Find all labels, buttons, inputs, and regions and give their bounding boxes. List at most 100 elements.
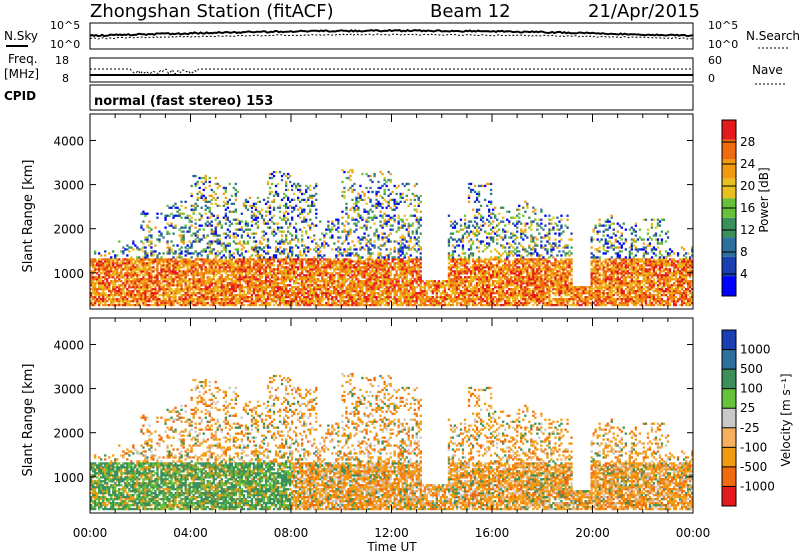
power-cell bbox=[100, 294, 103, 297]
power-cell bbox=[232, 210, 235, 213]
power-cell bbox=[144, 238, 147, 241]
power-cell bbox=[371, 266, 374, 269]
power-cell bbox=[140, 292, 143, 295]
power-cell bbox=[214, 192, 217, 196]
power-cell bbox=[415, 238, 418, 241]
power-cell bbox=[319, 260, 322, 263]
power-cell bbox=[351, 188, 354, 192]
power-cell bbox=[291, 300, 294, 303]
power-cell bbox=[301, 212, 304, 215]
power-cell bbox=[349, 288, 352, 291]
power-cell bbox=[216, 216, 219, 219]
power-cell bbox=[228, 292, 231, 295]
power-cell bbox=[359, 196, 362, 199]
power-cell bbox=[180, 272, 183, 275]
power-cell bbox=[264, 272, 268, 275]
power-cell bbox=[345, 234, 348, 237]
power-cell bbox=[433, 288, 436, 291]
power-cell bbox=[419, 256, 422, 259]
power-cell bbox=[104, 262, 107, 265]
power-cell bbox=[256, 250, 260, 253]
power-cell bbox=[283, 240, 286, 243]
power-cell bbox=[353, 288, 356, 291]
power-cell bbox=[240, 228, 243, 231]
power-cell bbox=[142, 210, 145, 213]
power-cell bbox=[447, 284, 451, 287]
power-cell bbox=[305, 300, 308, 303]
power-cell bbox=[212, 286, 215, 289]
power-cell bbox=[168, 298, 171, 301]
power-cell bbox=[156, 284, 159, 287]
power-cell bbox=[335, 301, 338, 305]
power-cell bbox=[391, 258, 394, 261]
power-cell bbox=[280, 280, 284, 283]
power-cell bbox=[194, 202, 197, 205]
power-cell bbox=[272, 194, 276, 197]
power-cell bbox=[92, 282, 95, 285]
power-cell bbox=[206, 276, 209, 279]
power-cell bbox=[283, 298, 286, 301]
power-cell bbox=[299, 268, 302, 271]
power-cell bbox=[270, 286, 274, 289]
power-cell bbox=[270, 216, 274, 219]
power-cell bbox=[230, 282, 233, 285]
power-cell bbox=[154, 301, 157, 305]
power-cell bbox=[248, 258, 252, 261]
power-cell bbox=[266, 301, 270, 305]
power-cell bbox=[357, 301, 360, 305]
power-cell bbox=[200, 282, 203, 285]
power-cell bbox=[266, 264, 270, 267]
power-cell bbox=[301, 234, 304, 237]
power-cell bbox=[128, 292, 131, 295]
power-cell bbox=[178, 234, 181, 237]
power-cell bbox=[204, 224, 207, 227]
power-cell bbox=[377, 238, 380, 241]
power-cell bbox=[170, 260, 173, 263]
power-cell bbox=[174, 268, 177, 271]
power-cell bbox=[268, 218, 272, 221]
power-cell bbox=[132, 292, 135, 295]
power-cell bbox=[224, 294, 227, 297]
power-cell bbox=[94, 250, 97, 253]
power-cell bbox=[397, 298, 400, 301]
power-cell bbox=[196, 282, 199, 285]
power-cell bbox=[244, 298, 248, 301]
power-cell bbox=[417, 244, 420, 247]
power-cell bbox=[258, 258, 262, 261]
power-cell bbox=[347, 270, 350, 273]
power-cell bbox=[359, 298, 362, 301]
power-cell bbox=[305, 190, 308, 194]
power-cell bbox=[335, 248, 338, 251]
power-cell bbox=[182, 298, 185, 301]
power-cell bbox=[291, 303, 294, 307]
power-cell bbox=[102, 262, 105, 265]
power-cell bbox=[250, 216, 254, 219]
power-cell bbox=[280, 270, 284, 273]
power-cell bbox=[190, 288, 193, 291]
power-cell bbox=[198, 266, 201, 269]
power-cell bbox=[421, 290, 424, 293]
power-cell bbox=[190, 268, 193, 271]
power-cell bbox=[242, 258, 246, 261]
power-cell bbox=[357, 272, 360, 275]
power-cell bbox=[311, 196, 314, 199]
power-cell bbox=[377, 254, 380, 257]
power-cell bbox=[136, 303, 139, 307]
power-cell bbox=[307, 270, 310, 273]
power-cell bbox=[401, 248, 404, 251]
power-cell bbox=[291, 198, 294, 201]
power-cell bbox=[409, 292, 412, 295]
power-cell bbox=[118, 276, 121, 279]
power-cell bbox=[204, 200, 207, 203]
power-cell bbox=[136, 294, 139, 297]
power-cell bbox=[365, 242, 368, 245]
power-cell bbox=[447, 256, 451, 259]
power-cell bbox=[194, 258, 197, 261]
power-cell bbox=[218, 204, 221, 207]
power-cell bbox=[182, 270, 185, 273]
power-cell bbox=[226, 242, 229, 245]
power-cell bbox=[278, 216, 282, 219]
power-cell bbox=[389, 294, 392, 297]
power-cell bbox=[152, 258, 155, 261]
power-cell bbox=[459, 264, 463, 267]
